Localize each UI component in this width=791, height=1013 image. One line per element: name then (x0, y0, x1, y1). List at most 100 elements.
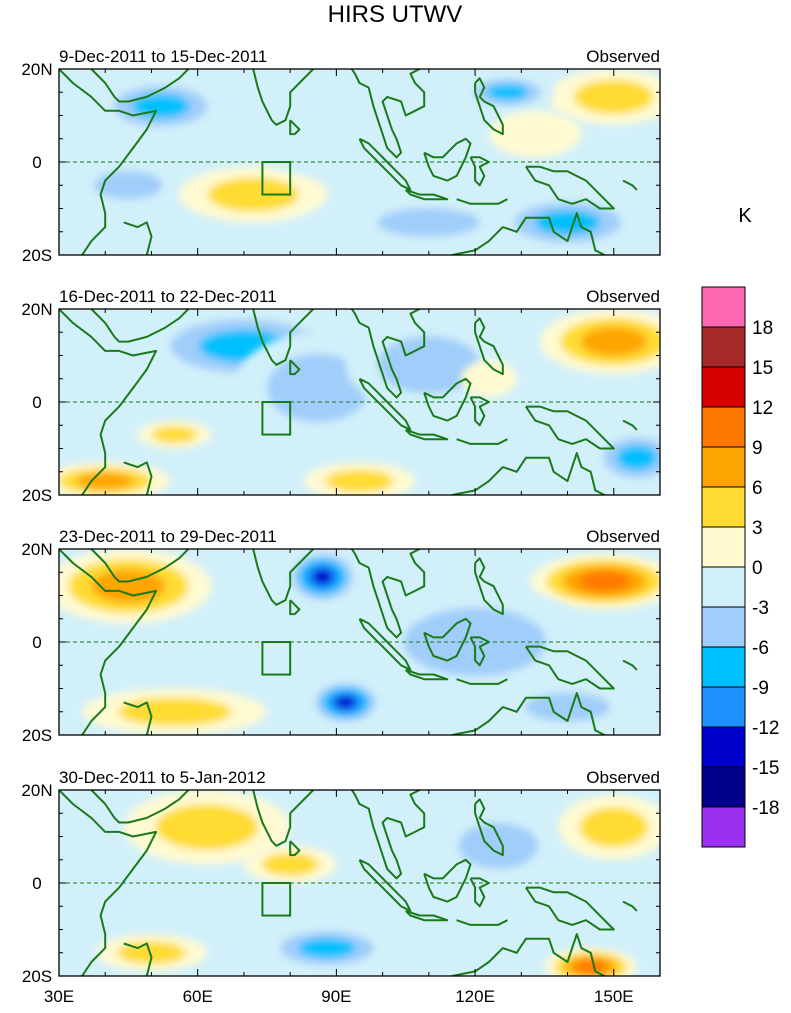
axis-ticks (58, 68, 661, 256)
map-panel-1: 20N 0 20S 9-Dec-2011 to 15-Dec-2011 Observed (21, 47, 661, 265)
anomaly-band (578, 571, 631, 592)
colorbar-swatch (701, 366, 746, 408)
coastline-3 (230, 69, 315, 126)
colorbar-label: 6 (752, 478, 763, 499)
colorbar-swatch (701, 446, 746, 488)
anomaly-blob-7 (549, 69, 660, 125)
colorbar-swatch (701, 766, 746, 808)
axis-ticks (58, 548, 661, 736)
panel-period-label: 9-Dec-2011 to 15-Dec-2011 (59, 47, 267, 66)
coastline-6 (358, 377, 412, 431)
anomaly-band (574, 960, 607, 974)
coastline-2 (90, 69, 190, 103)
coastline-14 (622, 419, 638, 431)
panel-tag-label: Observed (586, 768, 660, 787)
colorbar-swatch (701, 526, 746, 568)
coastline-7 (405, 909, 449, 922)
coastline-3 (230, 309, 315, 366)
anomaly-band (325, 469, 394, 493)
anomaly-band (524, 692, 611, 722)
coastline-15 (123, 942, 153, 976)
axis-ticks (58, 789, 661, 977)
y-tick-label: 0 (32, 874, 41, 893)
anomaly-blob-9 (488, 110, 582, 158)
region-box (261, 882, 292, 917)
axis-ticks (58, 308, 661, 496)
coastline-1 (59, 69, 158, 255)
colorbar-swatch (701, 686, 746, 728)
colorbar-swatch (701, 646, 746, 688)
x-tick-label: 90E (321, 987, 351, 1006)
colorbar-label: 12 (752, 398, 773, 419)
coastline-10 (456, 919, 508, 926)
y-tick-label: 0 (32, 633, 41, 652)
coastline-5 (341, 69, 426, 159)
coastlines (59, 549, 638, 735)
anomaly-band (155, 804, 259, 851)
panel-tag-label: Observed (586, 47, 660, 66)
coastlines (59, 309, 638, 495)
anomaly-blob-4 (433, 808, 563, 883)
coastline-11 (525, 645, 615, 690)
coastline-8 (423, 137, 472, 182)
coastline-2 (90, 549, 190, 583)
coastline-3 (230, 549, 315, 606)
anomaly-field (59, 309, 660, 495)
map-panel-2: 20N 0 20S 16-Dec-2011 to 22-Dec-2011 Observe… (21, 287, 661, 505)
coastline-8 (423, 377, 472, 422)
colorbar: 18 15 12 9 6 3 0 -3 -6 -9 -12 -15 -18 (701, 286, 779, 848)
coastline-10 (456, 198, 508, 205)
anomaly-band (261, 852, 319, 876)
anomaly-field (59, 549, 660, 735)
panel-period-label: 16-Dec-2011 to 22-Dec-2011 (59, 287, 277, 306)
anomaly-band (616, 445, 658, 471)
coastline-1 (59, 549, 158, 735)
coastline-9 (469, 636, 490, 667)
anomaly-blob-3 (59, 549, 212, 624)
coastline-3 (230, 790, 315, 847)
anomaly-field (59, 69, 660, 255)
y-tick-label: 20S (22, 726, 52, 745)
coastline-5 (341, 549, 426, 639)
y-tick-label: 0 (32, 393, 41, 412)
coastline-4 (289, 840, 301, 857)
x-tick-label: 150E (594, 987, 634, 1006)
anomaly-blob-6 (243, 845, 337, 884)
coastline-13 (451, 933, 605, 976)
coastline-2 (90, 309, 190, 343)
figure-title: HIRS UTWV (328, 1, 463, 28)
x-tick-label: 120E (455, 987, 495, 1006)
coastline-15 (123, 221, 153, 255)
y-tick-label: 20S (22, 246, 52, 265)
colorbar-swatch (701, 286, 746, 328)
coastline-12 (474, 798, 504, 857)
coastline-4 (289, 119, 301, 136)
anomaly-blob-1 (95, 78, 226, 135)
coastline-11 (525, 165, 615, 210)
coastline-14 (622, 179, 638, 191)
colorbar-label: -6 (752, 638, 769, 659)
coastline-14 (622, 659, 638, 671)
anomaly-blob-1 (285, 549, 360, 605)
anomaly-band (76, 472, 134, 490)
anomaly-band (151, 425, 198, 444)
coastline-8 (423, 617, 472, 662)
anomaly-band (579, 807, 648, 848)
coastline-5 (341, 790, 426, 880)
coastline-13 (451, 452, 605, 495)
coastline-13 (451, 212, 605, 255)
anomaly-band (91, 569, 166, 603)
anomaly-blob-2 (72, 162, 184, 209)
coastline-7 (404, 188, 449, 201)
y-tick-label: 20N (21, 540, 52, 559)
coastline-11 (525, 886, 615, 931)
coastline-1 (59, 790, 158, 976)
colorbar-label: 0 (752, 558, 763, 579)
region-box (261, 161, 292, 196)
coastlines (59, 69, 638, 255)
colorbar-label: 3 (752, 518, 763, 539)
region-box (261, 401, 292, 436)
colorbar-label: 18 (752, 318, 773, 339)
colorbar-label: 9 (752, 438, 763, 459)
